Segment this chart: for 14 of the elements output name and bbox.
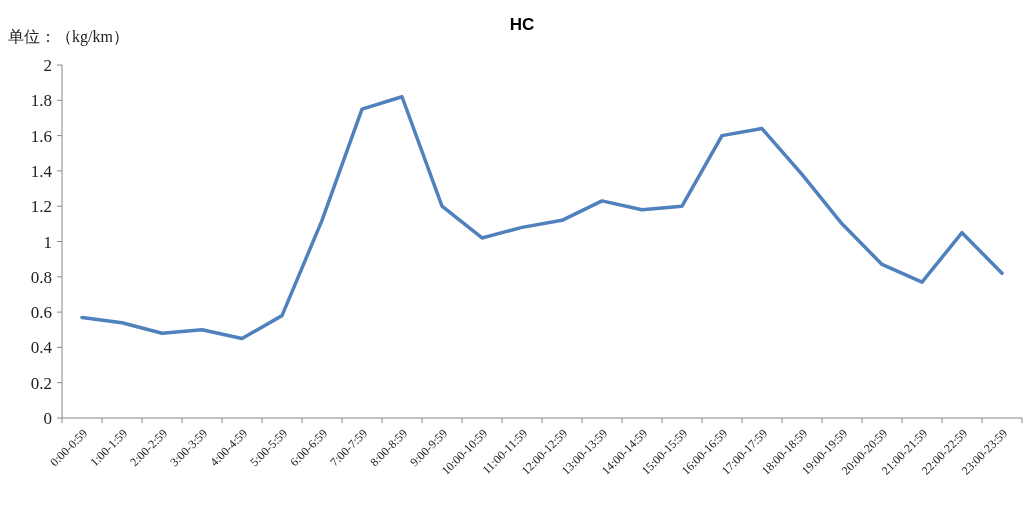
y-tick-label: 0	[43, 409, 52, 428]
chart-title: HC	[509, 15, 535, 34]
y-tick-label: 1.4	[30, 161, 53, 181]
y-tick-label: 0.8	[30, 267, 52, 287]
y-tick-label: 0.4	[30, 338, 53, 358]
y-tick-label: 1	[43, 232, 52, 252]
y-tick-label: 1.8	[30, 91, 52, 111]
y-tick-label: 0.2	[30, 373, 52, 393]
y-axis-title: 单位：（kg/km）	[8, 28, 129, 46]
line-series	[80, 95, 1004, 341]
y-tick-label: 2	[43, 56, 52, 75]
y-tick-label: 1.6	[30, 126, 52, 146]
y-tick-label: 1.2	[30, 197, 52, 217]
y-tick-label: 0.6	[30, 303, 52, 323]
